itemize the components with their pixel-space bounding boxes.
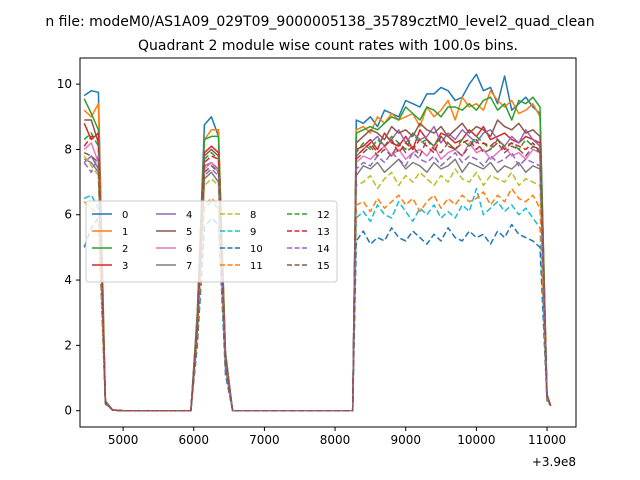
legend-entry-15: 15 bbox=[287, 261, 330, 272]
legend-label: 1 bbox=[122, 227, 128, 238]
legend-entry-10: 10 bbox=[220, 244, 263, 255]
legend-entry-11: 11 bbox=[220, 261, 263, 272]
y-axis: 0 2 4 6 8 10 bbox=[57, 77, 80, 418]
legend-entry-3: 3 bbox=[92, 261, 128, 272]
legend-label: 11 bbox=[250, 261, 263, 272]
legend-entry-7: 7 bbox=[156, 261, 192, 272]
legend-entry-14: 14 bbox=[287, 244, 330, 255]
legend-entry-4: 4 bbox=[156, 210, 192, 221]
chart-title: Quadrant 2 module wise count rates with … bbox=[138, 38, 518, 54]
x-axis: 5000 6000 7000 8000 9000 10000 11000 bbox=[108, 427, 566, 447]
legend-label: 12 bbox=[317, 210, 330, 221]
legend-label: 3 bbox=[122, 261, 128, 272]
legend-entry-1: 1 bbox=[92, 227, 128, 238]
series-line-15 bbox=[83, 138, 552, 412]
y-tick-label: 2 bbox=[64, 338, 72, 352]
legend-label: 6 bbox=[186, 244, 192, 255]
series-line-10 bbox=[83, 217, 552, 412]
legend-label: 5 bbox=[186, 227, 192, 238]
legend-entry-13: 13 bbox=[287, 227, 330, 238]
legend-entry-9: 9 bbox=[220, 227, 256, 238]
legend-label: 0 bbox=[122, 210, 128, 221]
legend-label: 14 bbox=[317, 244, 330, 255]
x-tick-label: 9000 bbox=[390, 433, 421, 447]
y-tick-label: 6 bbox=[64, 208, 72, 222]
legend-entry-5: 5 bbox=[156, 227, 192, 238]
legend-label: 4 bbox=[186, 210, 192, 221]
legend-label: 2 bbox=[122, 244, 128, 255]
series-layer bbox=[83, 73, 552, 412]
y-tick-label: 4 bbox=[64, 273, 72, 287]
legend-entry-8: 8 bbox=[220, 210, 256, 221]
axes-frame bbox=[79, 57, 577, 428]
legend-label: 9 bbox=[250, 227, 256, 238]
x-tick-label: 10000 bbox=[457, 433, 495, 447]
legend-label: 13 bbox=[317, 227, 330, 238]
x-tick-label: 5000 bbox=[108, 433, 139, 447]
x-tick-label: 11000 bbox=[528, 433, 566, 447]
legend-entry-0: 0 bbox=[92, 210, 128, 221]
legend-label: 7 bbox=[186, 261, 192, 272]
legend-entry-6: 6 bbox=[156, 244, 192, 255]
legend-label: 8 bbox=[250, 210, 256, 221]
legend-entry-2: 2 bbox=[92, 244, 128, 255]
figure-suptitle: n file: modeM0/AS1A09_029T09_9000005138_… bbox=[45, 14, 594, 30]
legend-label: 15 bbox=[317, 261, 330, 272]
legend-box bbox=[85, 200, 338, 283]
x-tick-label: 7000 bbox=[249, 433, 280, 447]
legend-entry-12: 12 bbox=[287, 210, 330, 221]
y-tick-label: 10 bbox=[57, 77, 72, 91]
series-line-7 bbox=[83, 158, 552, 412]
series-line-8 bbox=[83, 155, 552, 412]
y-tick-label: 8 bbox=[64, 142, 72, 156]
y-tick-label: 0 bbox=[64, 404, 72, 418]
x-tick-label: 6000 bbox=[178, 433, 209, 447]
x-tick-label: 8000 bbox=[320, 433, 351, 447]
legend-label: 10 bbox=[250, 244, 263, 255]
series-line-13 bbox=[83, 135, 552, 412]
x-axis-offset-label: +3.9e8 bbox=[532, 455, 576, 469]
